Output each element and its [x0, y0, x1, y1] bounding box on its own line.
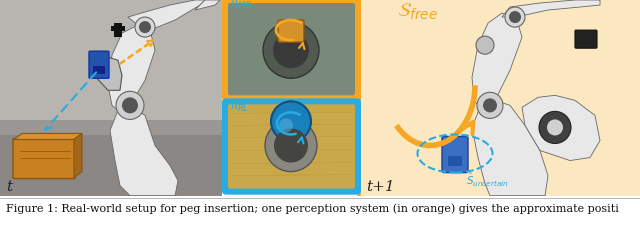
Bar — [111, 26, 125, 31]
Circle shape — [265, 119, 317, 172]
Circle shape — [263, 22, 319, 78]
Circle shape — [122, 97, 138, 114]
FancyBboxPatch shape — [442, 136, 468, 173]
FancyBboxPatch shape — [575, 30, 597, 48]
Circle shape — [505, 7, 525, 27]
Text: Figure 1: Real-world setup for peg insertion; one perception system (in orange) : Figure 1: Real-world setup for peg inser… — [6, 203, 620, 214]
Circle shape — [139, 21, 151, 33]
Circle shape — [476, 36, 494, 54]
Polygon shape — [108, 25, 155, 110]
Text: $\pi_{RL}$: $\pi_{RL}$ — [230, 101, 249, 114]
Circle shape — [509, 11, 521, 23]
Polygon shape — [14, 133, 82, 139]
Circle shape — [274, 128, 308, 163]
FancyBboxPatch shape — [278, 20, 304, 42]
Polygon shape — [128, 0, 205, 30]
Polygon shape — [96, 57, 122, 90]
FancyBboxPatch shape — [93, 66, 105, 74]
Polygon shape — [472, 100, 548, 196]
Text: $\pi_{MB}$: $\pi_{MB}$ — [230, 0, 252, 11]
FancyBboxPatch shape — [13, 138, 75, 179]
FancyBboxPatch shape — [222, 0, 361, 101]
Circle shape — [273, 32, 309, 68]
Polygon shape — [110, 105, 178, 196]
Polygon shape — [0, 120, 222, 136]
Circle shape — [271, 101, 311, 141]
Polygon shape — [522, 95, 600, 160]
FancyBboxPatch shape — [448, 155, 462, 165]
Circle shape — [477, 92, 503, 118]
Polygon shape — [74, 133, 82, 178]
Circle shape — [483, 98, 497, 112]
Text: $\hat{S}_{uncertain}$: $\hat{S}_{uncertain}$ — [466, 171, 509, 190]
Circle shape — [116, 91, 144, 119]
FancyBboxPatch shape — [0, 0, 222, 196]
Polygon shape — [472, 13, 522, 107]
FancyBboxPatch shape — [228, 3, 355, 95]
Text: $\mathcal{S}_{free}$: $\mathcal{S}_{free}$ — [397, 2, 438, 22]
FancyBboxPatch shape — [359, 0, 640, 199]
Polygon shape — [0, 133, 222, 196]
FancyBboxPatch shape — [89, 51, 109, 78]
FancyBboxPatch shape — [228, 104, 355, 189]
Circle shape — [279, 118, 293, 133]
Circle shape — [283, 29, 299, 45]
Bar — [114, 23, 122, 37]
Circle shape — [135, 17, 155, 37]
Text: t+1: t+1 — [366, 180, 395, 194]
Circle shape — [539, 111, 571, 143]
Polygon shape — [502, 0, 600, 17]
Polygon shape — [195, 0, 220, 10]
Text: t: t — [6, 180, 12, 194]
FancyBboxPatch shape — [222, 98, 361, 195]
Circle shape — [547, 119, 563, 136]
